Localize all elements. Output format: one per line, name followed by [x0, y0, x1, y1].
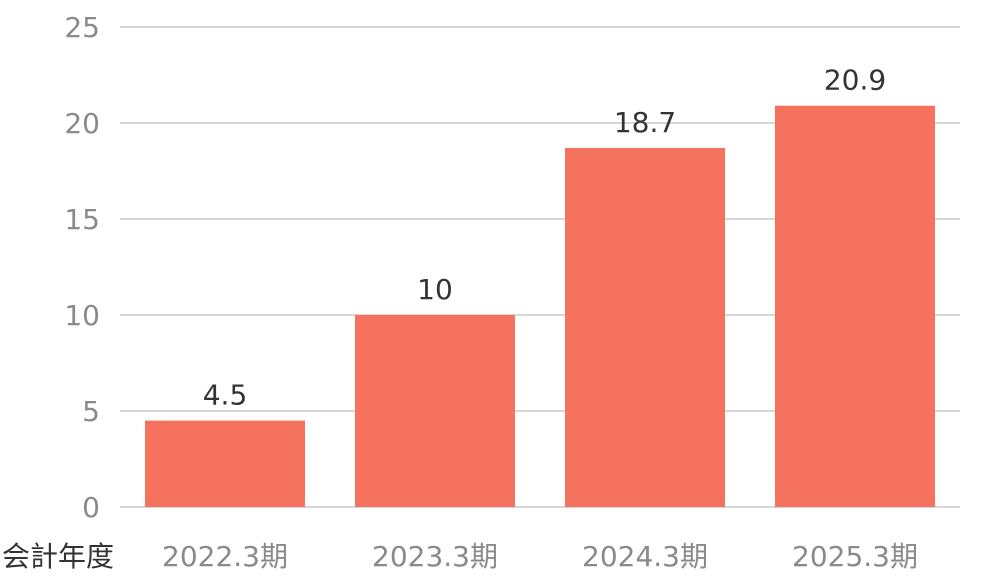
bars [145, 105, 935, 507]
bar-2023.3期 [355, 315, 515, 507]
y-tick-label: 10 [64, 299, 100, 332]
y-tick-label: 5 [82, 395, 100, 428]
data-label: 18.7 [614, 106, 676, 139]
x-axis-categories: 2022.3期 2023.3期 2024.3期 2025.3期 [162, 540, 918, 573]
data-label: 10 [417, 273, 453, 306]
y-tick-label: 0 [82, 491, 100, 524]
y-axis-ticks: 0 5 10 15 20 25 [64, 11, 100, 524]
y-tick-label: 25 [64, 11, 100, 44]
data-label: 20.9 [824, 64, 886, 97]
x-tick-label: 2022.3期 [162, 540, 288, 573]
bar-2024.3期 [565, 147, 725, 507]
x-tick-label: 2023.3期 [372, 540, 498, 573]
y-tick-label: 20 [64, 107, 100, 140]
bar-2022.3期 [145, 420, 305, 507]
bar-2025.3期 [775, 105, 935, 507]
x-tick-label: 2024.3期 [582, 540, 708, 573]
y-tick-label: 15 [64, 203, 100, 236]
x-axis-title: 会計年度 [2, 540, 114, 573]
x-tick-label: 2025.3期 [792, 540, 918, 573]
data-labels: 4.5 10 18.7 20.9 [203, 64, 886, 412]
data-label: 4.5 [203, 379, 248, 412]
